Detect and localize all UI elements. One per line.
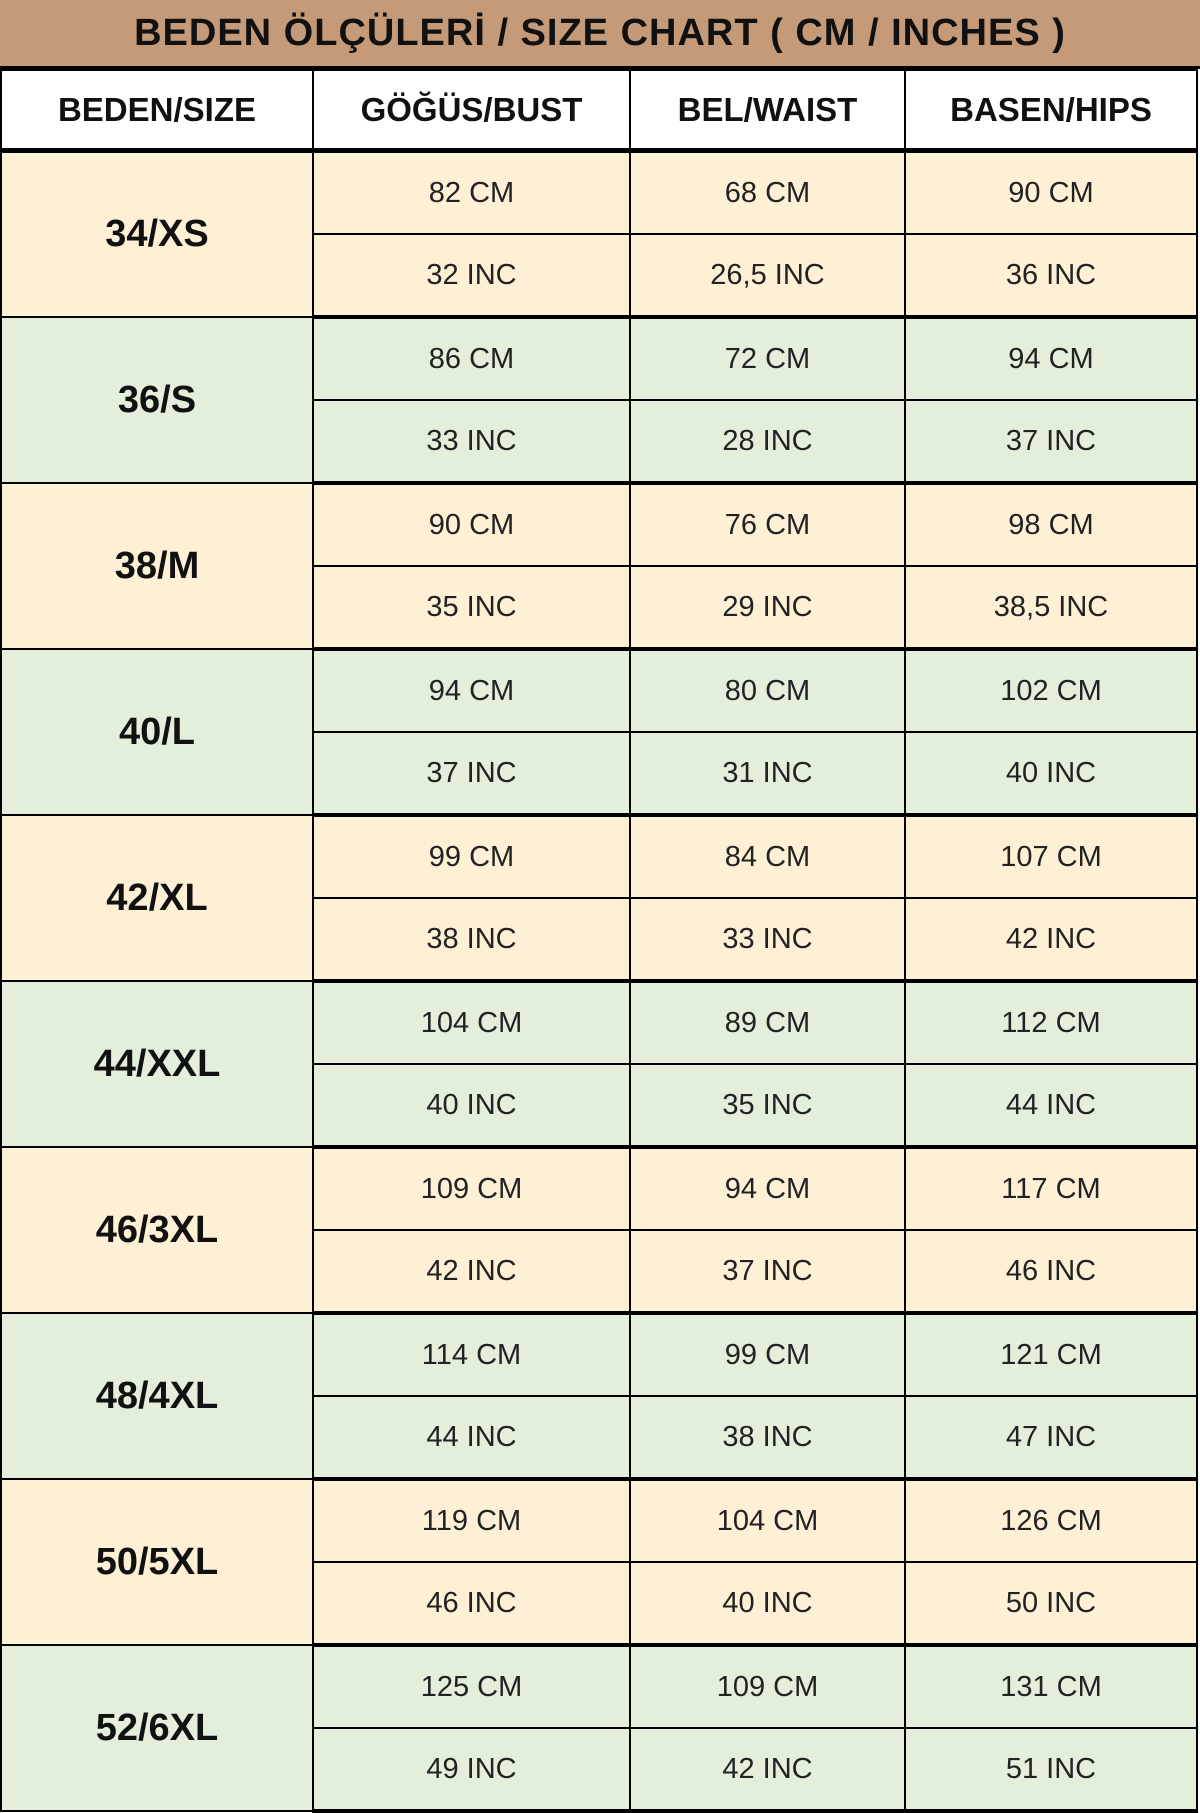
hips-cm-cell: 112 CM	[904, 980, 1198, 1065]
hips-cm-cell: 107 CM	[904, 814, 1198, 899]
size-label: 48/4XL	[0, 1312, 314, 1480]
waist-inch-cell: 31 INC	[629, 731, 906, 817]
bust-inch-cell: 32 INC	[312, 233, 631, 319]
hips-cm-cell: 98 CM	[904, 482, 1198, 567]
bust-inch-cell: 42 INC	[312, 1229, 631, 1315]
waist-cm-cell: 99 CM	[629, 1312, 906, 1397]
waist-cm-cell: 109 CM	[629, 1644, 906, 1729]
bust-cm-cell: 82 CM	[312, 149, 631, 235]
bust-cm-cell: 104 CM	[312, 980, 631, 1065]
table-row-cm: 40/L 94 CM 80 CM 102 CM	[0, 648, 1198, 816]
bust-cm-cell: 125 CM	[312, 1644, 631, 1729]
hips-inch-cell: 42 INC	[904, 897, 1198, 983]
table-row-cm: 36/S 86 CM 72 CM 94 CM	[0, 316, 1198, 484]
table-row-cm: 38/M 90 CM 76 CM 98 CM	[0, 482, 1198, 650]
header-waist: BEL/WAIST	[629, 69, 906, 153]
size-chart-table: BEDEN/SIZE GÖĞÜS/BUST BEL/WAIST BASEN/HI…	[0, 69, 1198, 1813]
hips-inch-cell: 37 INC	[904, 399, 1198, 485]
table-row-inch: 37 INC 31 INC 40 INC	[1, 731, 1198, 817]
size-label: 46/3XL	[0, 1146, 314, 1314]
size-label: 52/6XL	[0, 1644, 314, 1812]
bust-cm-cell: 119 CM	[312, 1478, 631, 1563]
table-row-inch: 33 INC 28 INC 37 INC	[1, 399, 1198, 485]
hips-cm-cell: 131 CM	[904, 1644, 1198, 1729]
bust-inch-cell: 49 INC	[312, 1727, 631, 1813]
hips-inch-cell: 36 INC	[904, 233, 1198, 319]
waist-cm-cell: 76 CM	[629, 482, 906, 567]
table-row-inch: 40 INC 35 INC 44 INC	[1, 1063, 1198, 1149]
waist-cm-cell: 72 CM	[629, 316, 906, 401]
bust-inch-cell: 38 INC	[312, 897, 631, 983]
table-row-cm: 42/XL 99 CM 84 CM 107 CM	[0, 814, 1198, 982]
waist-inch-cell: 35 INC	[629, 1063, 906, 1149]
hips-inch-cell: 38,5 INC	[904, 565, 1198, 651]
header-row: BEDEN/SIZE GÖĞÜS/BUST BEL/WAIST BASEN/HI…	[0, 69, 1198, 153]
waist-cm-cell: 80 CM	[629, 648, 906, 733]
waist-inch-cell: 40 INC	[629, 1561, 906, 1647]
waist-inch-cell: 26,5 INC	[629, 233, 906, 319]
size-label: 36/S	[0, 316, 314, 484]
size-label: 40/L	[0, 648, 314, 816]
waist-inch-cell: 33 INC	[629, 897, 906, 983]
hips-cm-cell: 94 CM	[904, 316, 1198, 401]
table-row-inch: 32 INC 26,5 INC 36 INC	[1, 233, 1198, 319]
bust-cm-cell: 86 CM	[312, 316, 631, 401]
size-label: 34/XS	[0, 149, 314, 318]
waist-inch-cell: 38 INC	[629, 1395, 906, 1481]
bust-cm-cell: 90 CM	[312, 482, 631, 567]
bust-inch-cell: 33 INC	[312, 399, 631, 485]
size-label: 50/5XL	[0, 1478, 314, 1646]
waist-cm-cell: 104 CM	[629, 1478, 906, 1563]
bust-inch-cell: 35 INC	[312, 565, 631, 651]
hips-inch-cell: 40 INC	[904, 731, 1198, 817]
table-row-cm: 50/5XL 119 CM 104 CM 126 CM	[0, 1478, 1198, 1646]
table-row-inch: 35 INC 29 INC 38,5 INC	[1, 565, 1198, 651]
waist-inch-cell: 42 INC	[629, 1727, 906, 1813]
table-row-inch: 44 INC 38 INC 47 INC	[1, 1395, 1198, 1481]
bust-inch-cell: 40 INC	[312, 1063, 631, 1149]
bust-inch-cell: 44 INC	[312, 1395, 631, 1481]
size-label: 42/XL	[0, 814, 314, 982]
waist-cm-cell: 89 CM	[629, 980, 906, 1065]
waist-cm-cell: 68 CM	[629, 149, 906, 235]
table-row-inch: 38 INC 33 INC 42 INC	[1, 897, 1198, 983]
waist-inch-cell: 29 INC	[629, 565, 906, 651]
bust-inch-cell: 46 INC	[312, 1561, 631, 1647]
size-label: 38/M	[0, 482, 314, 650]
hips-inch-cell: 50 INC	[904, 1561, 1198, 1647]
hips-inch-cell: 51 INC	[904, 1727, 1198, 1813]
hips-cm-cell: 90 CM	[904, 149, 1198, 235]
bust-cm-cell: 109 CM	[312, 1146, 631, 1231]
waist-inch-cell: 37 INC	[629, 1229, 906, 1315]
hips-cm-cell: 121 CM	[904, 1312, 1198, 1397]
table-row-inch: 46 INC 40 INC 50 INC	[1, 1561, 1198, 1647]
waist-inch-cell: 28 INC	[629, 399, 906, 485]
bust-inch-cell: 37 INC	[312, 731, 631, 817]
table-row-cm: 48/4XL 114 CM 99 CM 121 CM	[0, 1312, 1198, 1480]
hips-inch-cell: 44 INC	[904, 1063, 1198, 1149]
waist-cm-cell: 84 CM	[629, 814, 906, 899]
hips-cm-cell: 117 CM	[904, 1146, 1198, 1231]
hips-cm-cell: 102 CM	[904, 648, 1198, 733]
chart-title: BEDEN ÖLÇÜLERİ / SIZE CHART ( CM / INCHE…	[0, 0, 1200, 69]
size-label: 44/XXL	[0, 980, 314, 1148]
header-size: BEDEN/SIZE	[0, 69, 314, 153]
table-row-cm: 52/6XL 125 CM 109 CM 131 CM	[0, 1644, 1198, 1812]
hips-inch-cell: 46 INC	[904, 1229, 1198, 1315]
header-hips: BASEN/HIPS	[904, 69, 1198, 153]
table-row-cm: 34/XS 82 CM 68 CM 90 CM	[0, 149, 1198, 318]
bust-cm-cell: 99 CM	[312, 814, 631, 899]
bust-cm-cell: 94 CM	[312, 648, 631, 733]
table-row-cm: 46/3XL 109 CM 94 CM 117 CM	[0, 1146, 1198, 1314]
bust-cm-cell: 114 CM	[312, 1312, 631, 1397]
waist-cm-cell: 94 CM	[629, 1146, 906, 1231]
table-row-inch: 42 INC 37 INC 46 INC	[1, 1229, 1198, 1315]
table-row-cm: 44/XXL 104 CM 89 CM 112 CM	[0, 980, 1198, 1148]
hips-inch-cell: 47 INC	[904, 1395, 1198, 1481]
header-bust: GÖĞÜS/BUST	[312, 69, 631, 153]
hips-cm-cell: 126 CM	[904, 1478, 1198, 1563]
table-row-inch: 49 INC 42 INC 51 INC	[1, 1727, 1198, 1813]
